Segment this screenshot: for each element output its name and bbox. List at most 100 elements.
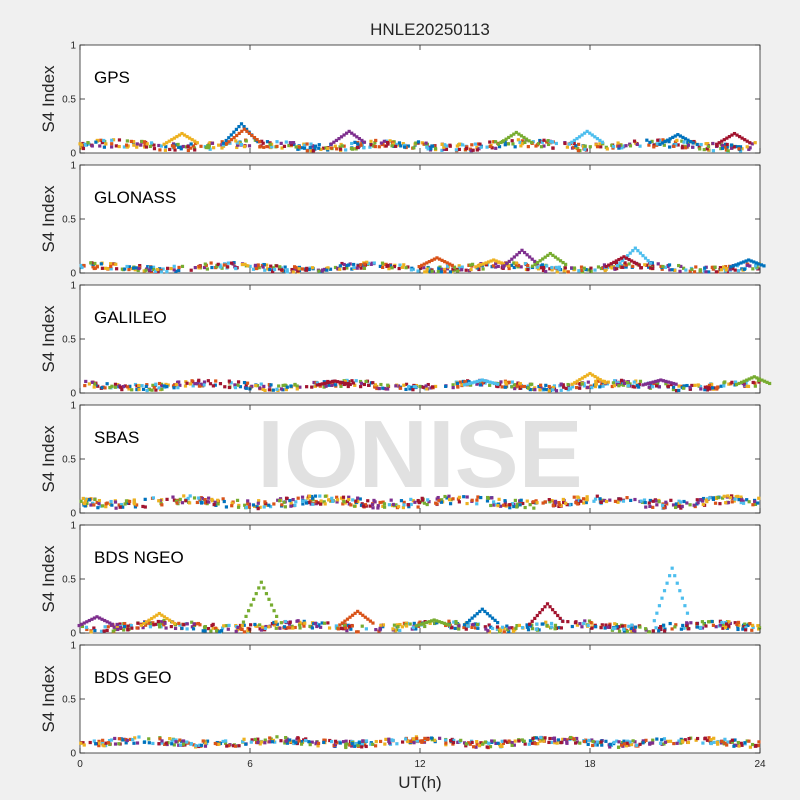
data-point: [216, 502, 220, 506]
data-point: [666, 380, 671, 384]
data-point: [551, 388, 555, 392]
data-point: [332, 140, 336, 144]
data-point: [144, 384, 148, 389]
data-point: [189, 741, 193, 746]
data-point: [533, 262, 537, 266]
data-point: [545, 602, 550, 606]
data-point: [164, 741, 168, 745]
data-point: [445, 261, 449, 265]
data-point: [335, 147, 339, 151]
data-point: [420, 740, 424, 744]
data-point: [628, 144, 633, 148]
data-point: [563, 737, 567, 742]
data-point: [520, 139, 524, 143]
data-point: [146, 265, 150, 269]
data-point: [496, 142, 501, 146]
data-point: [715, 740, 719, 744]
data-point: [421, 385, 425, 389]
data-point: [250, 133, 254, 138]
data-point: [516, 138, 520, 142]
data-point: [185, 381, 189, 385]
data-point: [361, 613, 365, 617]
data-point: [181, 739, 186, 743]
data-point: [142, 269, 146, 273]
data-point: [373, 744, 378, 748]
data-point: [514, 130, 518, 135]
data-point: [100, 140, 104, 145]
data-point: [526, 267, 530, 272]
data-point: [582, 501, 586, 505]
data-point: [733, 380, 738, 384]
data-point: [268, 142, 272, 147]
y-tick-label: 0: [70, 149, 76, 160]
data-point: [179, 739, 184, 743]
data-point: [242, 380, 247, 385]
data-point: [466, 624, 470, 629]
data-point: [99, 629, 104, 633]
data-point: [316, 741, 321, 746]
data-point: [114, 506, 118, 510]
data-point: [666, 739, 670, 743]
data-point: [500, 385, 504, 389]
data-point: [407, 384, 411, 389]
data-point: [594, 379, 598, 383]
data-point: [235, 145, 239, 150]
data-point: [615, 266, 619, 271]
data-point: [404, 266, 408, 270]
data-point: [745, 139, 749, 143]
data-point: [647, 501, 651, 505]
data-point: [630, 623, 634, 627]
data-point: [129, 623, 133, 628]
data-point: [619, 378, 624, 382]
data-point: [102, 138, 106, 143]
data-point: [95, 265, 99, 269]
data-point: [96, 384, 100, 388]
data-point: [88, 740, 92, 745]
data-point: [727, 135, 731, 139]
data-point: [203, 262, 207, 266]
data-point: [162, 619, 166, 623]
data-point: [154, 622, 158, 626]
data-point: [267, 503, 271, 507]
data-point: [716, 742, 720, 746]
data-point: [444, 144, 449, 148]
data-point: [464, 742, 469, 746]
data-point: [562, 385, 566, 389]
data-point: [655, 737, 659, 741]
data-point: [745, 384, 749, 388]
data-point: [270, 269, 275, 274]
data-point: [494, 261, 498, 266]
data-point: [739, 495, 743, 499]
data-point: [462, 623, 467, 627]
data-point: [648, 140, 652, 144]
data-point: [222, 263, 226, 267]
data-point: [370, 261, 374, 265]
data-point: [747, 377, 751, 381]
data-point: [104, 741, 108, 745]
data-point: [537, 628, 541, 632]
data-point: [631, 739, 635, 743]
data-point: [258, 140, 262, 144]
data-point: [284, 619, 288, 624]
data-point: [180, 626, 184, 630]
data-point: [494, 146, 498, 150]
data-point: [624, 144, 628, 148]
data-point: [484, 263, 488, 267]
data-point: [475, 382, 479, 386]
data-point: [124, 499, 129, 503]
data-point: [706, 386, 710, 390]
data-point: [106, 741, 110, 745]
y-tick-label: 1: [70, 281, 76, 292]
data-point: [743, 138, 747, 142]
data-point: [452, 265, 457, 269]
data-point: [79, 143, 84, 147]
data-point: [711, 141, 715, 146]
data-point: [642, 498, 647, 502]
data-point: [355, 266, 359, 270]
data-point: [483, 609, 487, 614]
data-point: [551, 146, 555, 150]
data-point: [518, 382, 522, 386]
data-point: [371, 742, 375, 746]
data-point: [537, 737, 541, 741]
